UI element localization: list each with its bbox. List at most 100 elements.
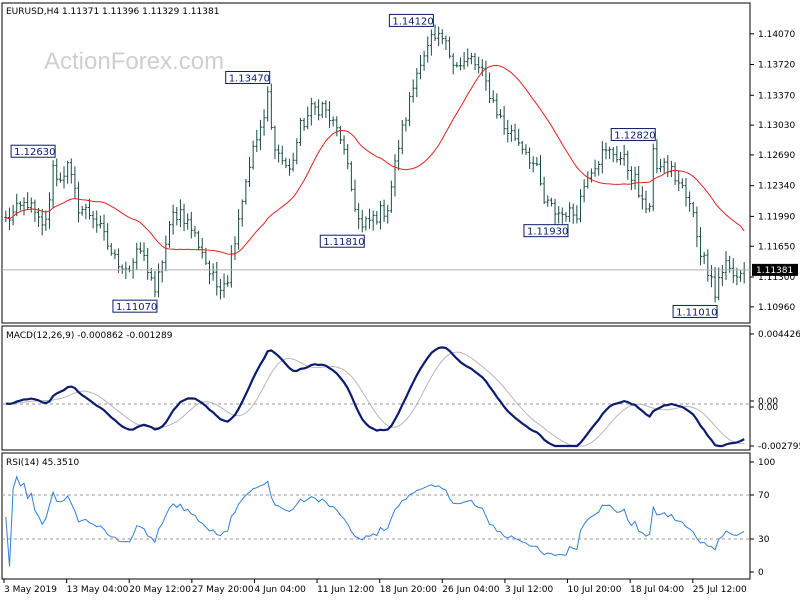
price-bar	[298, 117, 302, 146]
macd-axis: 0.004426 0.000.00 -0.002795	[750, 330, 800, 452]
price-bar	[342, 135, 346, 155]
price-bar	[295, 138, 299, 165]
price-bar	[349, 161, 353, 192]
price-bar	[51, 160, 55, 209]
price-bar	[589, 168, 593, 183]
macd-plot-frame	[1, 325, 751, 451]
price-bar	[426, 36, 430, 63]
time-tick-label: 13 May 04:00	[67, 585, 129, 595]
price-bar	[408, 92, 412, 127]
price-bar	[389, 180, 393, 213]
price-bar	[640, 186, 644, 210]
price-bar	[735, 267, 739, 286]
price-bar	[106, 223, 110, 250]
rsi-panel: RSI(14) 45.3510 100 70 30 0	[1, 452, 775, 580]
price-bar	[95, 210, 99, 233]
price-bar	[451, 53, 455, 75]
price-bar	[695, 206, 699, 248]
price-bar	[320, 101, 324, 118]
price-bar	[84, 203, 88, 220]
price-tick-label: 1.13030	[758, 121, 795, 131]
price-annotation-label: 1.11010	[676, 307, 717, 318]
price-bar	[688, 191, 692, 212]
price-bar	[582, 179, 586, 203]
price-bar	[619, 151, 623, 166]
price-axis: 1.10960 1.11300 1.11650 1.11990 1.12340 1.126…	[750, 30, 795, 313]
price-tick-label: 1.12340	[758, 182, 795, 192]
price-bar	[22, 197, 26, 216]
time-tick-label: 18 Jun 20:00	[380, 585, 437, 595]
price-bar	[488, 72, 492, 104]
price-bar	[317, 99, 321, 121]
price-bar	[713, 267, 717, 303]
price-bar	[324, 100, 328, 118]
price-bar	[338, 125, 342, 145]
price-bar	[335, 116, 339, 137]
price-bar	[491, 90, 495, 103]
price-annotation-label: 1.11930	[527, 227, 568, 238]
price-bar	[189, 211, 193, 239]
rsi-axis: 100 70 30 0	[750, 458, 775, 578]
time-tick-label: 18 Jul 04:00	[630, 585, 684, 595]
time-tick-label: 26 Jun 04:00	[442, 585, 499, 595]
time-tick-label: 11 Jun 12:00	[317, 585, 374, 595]
price-bar	[368, 208, 372, 229]
price-bar	[397, 139, 401, 171]
price-bar	[360, 210, 364, 233]
price-bar	[288, 158, 292, 176]
price-bar	[62, 166, 66, 189]
price-tick-label: 1.11990	[758, 212, 795, 222]
rsi-tick-label: 0	[758, 568, 764, 578]
price-bar	[160, 260, 164, 283]
price-bar	[600, 141, 604, 174]
price-bar	[40, 208, 44, 236]
rsi-tick-label: 30	[758, 535, 770, 545]
price-bar	[378, 200, 382, 230]
price-bar	[240, 199, 244, 227]
current-price-tag: 1.11381	[752, 263, 798, 276]
macd-main-line	[5, 346, 745, 448]
price-bar	[244, 178, 248, 205]
price-bar	[328, 101, 332, 129]
price-bar	[277, 144, 281, 163]
price-bar	[382, 199, 386, 222]
price-bar	[575, 205, 579, 224]
price-bar	[415, 67, 419, 98]
price-bar	[58, 172, 62, 183]
price-bar	[178, 199, 182, 228]
price-annotation: 1.12820	[610, 128, 656, 142]
price-bar	[469, 52, 473, 65]
moving-average-line	[5, 64, 745, 255]
time-axis: 3 May 2019 13 May 04:00 20 May 12:00 27 May…	[3, 579, 747, 595]
price-bar	[331, 116, 335, 127]
price-bar	[662, 157, 666, 175]
price-bar	[37, 207, 41, 228]
price-bar	[208, 260, 212, 285]
macd-tick-label: 0.00	[758, 397, 778, 407]
time-tick-label: 20 May 12:00	[129, 585, 191, 595]
price-bar	[255, 129, 259, 152]
price-bar	[520, 141, 524, 155]
price-bar	[102, 214, 106, 241]
price-bar	[280, 145, 284, 165]
price-bar	[480, 59, 484, 77]
price-bar	[429, 29, 433, 56]
price-bar	[418, 55, 422, 80]
price-bar	[120, 264, 124, 274]
price-bar	[248, 156, 252, 188]
price-bar	[29, 197, 33, 213]
price-bar	[691, 201, 695, 218]
price-bar	[422, 50, 426, 71]
price-bar	[284, 157, 288, 169]
price-bar	[477, 56, 481, 74]
price-bar	[371, 210, 375, 231]
price-annotations: 1.12630 1.11070 1.13470 1.11810 1.14120 1.119…	[10, 13, 718, 318]
price-bar	[386, 204, 390, 224]
price-bar	[626, 150, 630, 180]
price-bar	[258, 119, 262, 151]
price-panel: ActionForex.com EURUSD,H4 1.11371 1.1139…	[1, 2, 798, 324]
price-bar	[437, 26, 441, 47]
price-tick-label: 1.11300	[758, 273, 795, 283]
price-bar	[266, 86, 270, 122]
